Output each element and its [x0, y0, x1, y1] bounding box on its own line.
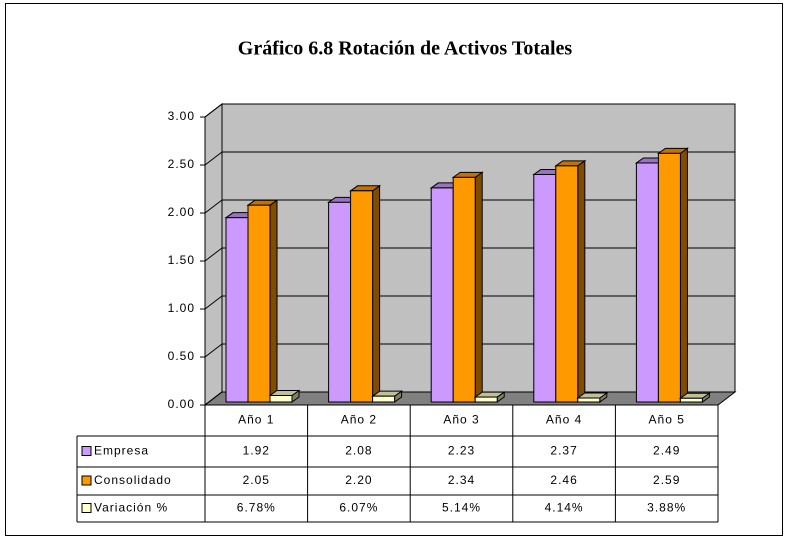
bar-side — [679, 147, 688, 403]
bar — [430, 187, 454, 403]
data-table-value: 2.20 — [345, 473, 372, 487]
x-tick-label: Año 3 — [443, 413, 479, 427]
data-table-value: 2.37 — [550, 444, 577, 458]
data-table-value: 2.59 — [653, 473, 680, 487]
y-tick-label: 3.00 — [168, 109, 195, 123]
y-tick-label: 2.00 — [168, 205, 195, 219]
x-tick-label: Año 2 — [341, 413, 377, 427]
grid-line — [204, 247, 223, 262]
bar — [372, 395, 396, 403]
data-table-value: 2.46 — [550, 473, 577, 487]
y-tick-label: 2.50 — [168, 157, 195, 171]
bar-side — [269, 199, 278, 403]
bar-side — [372, 184, 381, 403]
grid-line — [204, 199, 223, 214]
bar — [225, 217, 249, 403]
bar-side — [474, 171, 483, 403]
bar-side — [577, 159, 586, 403]
y-tick-label: 1.00 — [168, 301, 195, 315]
data-table-value: 2.49 — [653, 444, 680, 458]
y-tick-label: 1.50 — [168, 253, 195, 267]
bar — [533, 173, 557, 403]
legend-label: Empresa — [94, 444, 149, 458]
data-table-value: 5.14% — [442, 501, 481, 515]
data-table-value: 2.08 — [345, 444, 372, 458]
data-table-value: 1.92 — [243, 444, 270, 458]
x-tick-label: Año 1 — [238, 413, 274, 427]
data-table-value: 2.34 — [448, 473, 475, 487]
chart-title: Gráfico 6.8 Rotación de Activos Totales — [238, 38, 573, 60]
bar — [474, 396, 498, 403]
legend-swatch — [81, 446, 92, 456]
bar — [555, 165, 579, 403]
grid-line — [204, 151, 223, 166]
data-table-value: 4.14% — [545, 501, 584, 515]
data-table-value: 2.23 — [448, 444, 475, 458]
bar — [635, 162, 659, 403]
grid-line — [204, 295, 223, 310]
data-table-value: 6.78% — [237, 501, 276, 515]
bar — [577, 397, 601, 403]
bar — [247, 204, 271, 403]
bar — [269, 394, 293, 403]
legend-label: Consolidado — [94, 473, 172, 487]
grid-line — [204, 103, 223, 118]
x-tick-label: Año 5 — [649, 413, 685, 427]
legend-swatch — [81, 475, 92, 486]
bar — [452, 176, 476, 403]
legend-label: Variación % — [94, 501, 168, 515]
bar — [679, 397, 703, 403]
grid-line — [204, 343, 223, 358]
bar — [350, 190, 374, 403]
legend-swatch — [81, 503, 92, 513]
data-table-value: 2.05 — [243, 473, 270, 487]
data-table-value: 3.88% — [647, 501, 686, 515]
data-table-value: 6.07% — [339, 501, 378, 515]
bar — [657, 152, 681, 403]
y-tick-label: 0.50 — [168, 349, 195, 363]
bar — [328, 201, 352, 403]
y-tick-label: 0.00 — [168, 397, 195, 411]
x-tick-label: Año 4 — [546, 413, 582, 427]
grid-line — [204, 391, 223, 406]
